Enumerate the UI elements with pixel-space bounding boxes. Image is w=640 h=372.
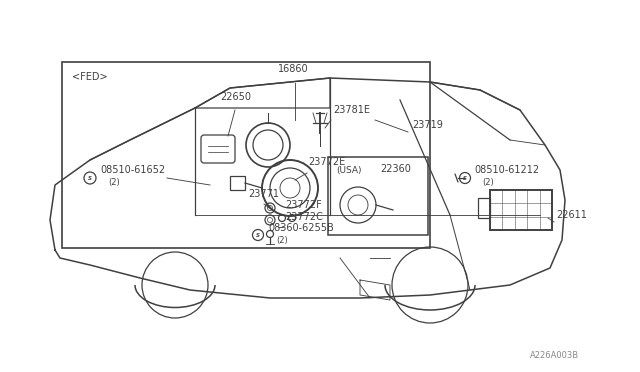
Text: 22650: 22650: [220, 92, 251, 102]
Text: 22360: 22360: [380, 164, 411, 174]
Text: (2): (2): [276, 236, 288, 245]
Text: 08510-61212: 08510-61212: [474, 165, 539, 175]
Text: (2): (2): [108, 178, 120, 187]
Text: 08360-6255B: 08360-6255B: [268, 223, 333, 233]
Text: 22611: 22611: [556, 210, 587, 220]
Text: 16860: 16860: [278, 64, 308, 74]
Text: (USA): (USA): [336, 166, 362, 175]
Text: 23771: 23771: [248, 189, 279, 199]
Text: 23772C: 23772C: [285, 212, 323, 222]
Bar: [62, 62, 430, 248]
Bar: [478, 198, 490, 218]
Text: (2): (2): [482, 178, 493, 187]
Text: <FED>: <FED>: [72, 72, 108, 82]
Text: 23772E: 23772E: [308, 157, 345, 167]
Text: 23772F: 23772F: [285, 200, 322, 210]
Text: 23719: 23719: [412, 120, 443, 130]
Text: S: S: [463, 176, 467, 180]
Bar: [490, 190, 552, 230]
Bar: [328, 157, 428, 235]
Text: A226A003B: A226A003B: [530, 351, 579, 360]
Text: 23781E: 23781E: [333, 105, 370, 115]
Text: 08510-61652: 08510-61652: [100, 165, 165, 175]
Text: S: S: [256, 232, 260, 237]
Text: S: S: [88, 176, 92, 180]
